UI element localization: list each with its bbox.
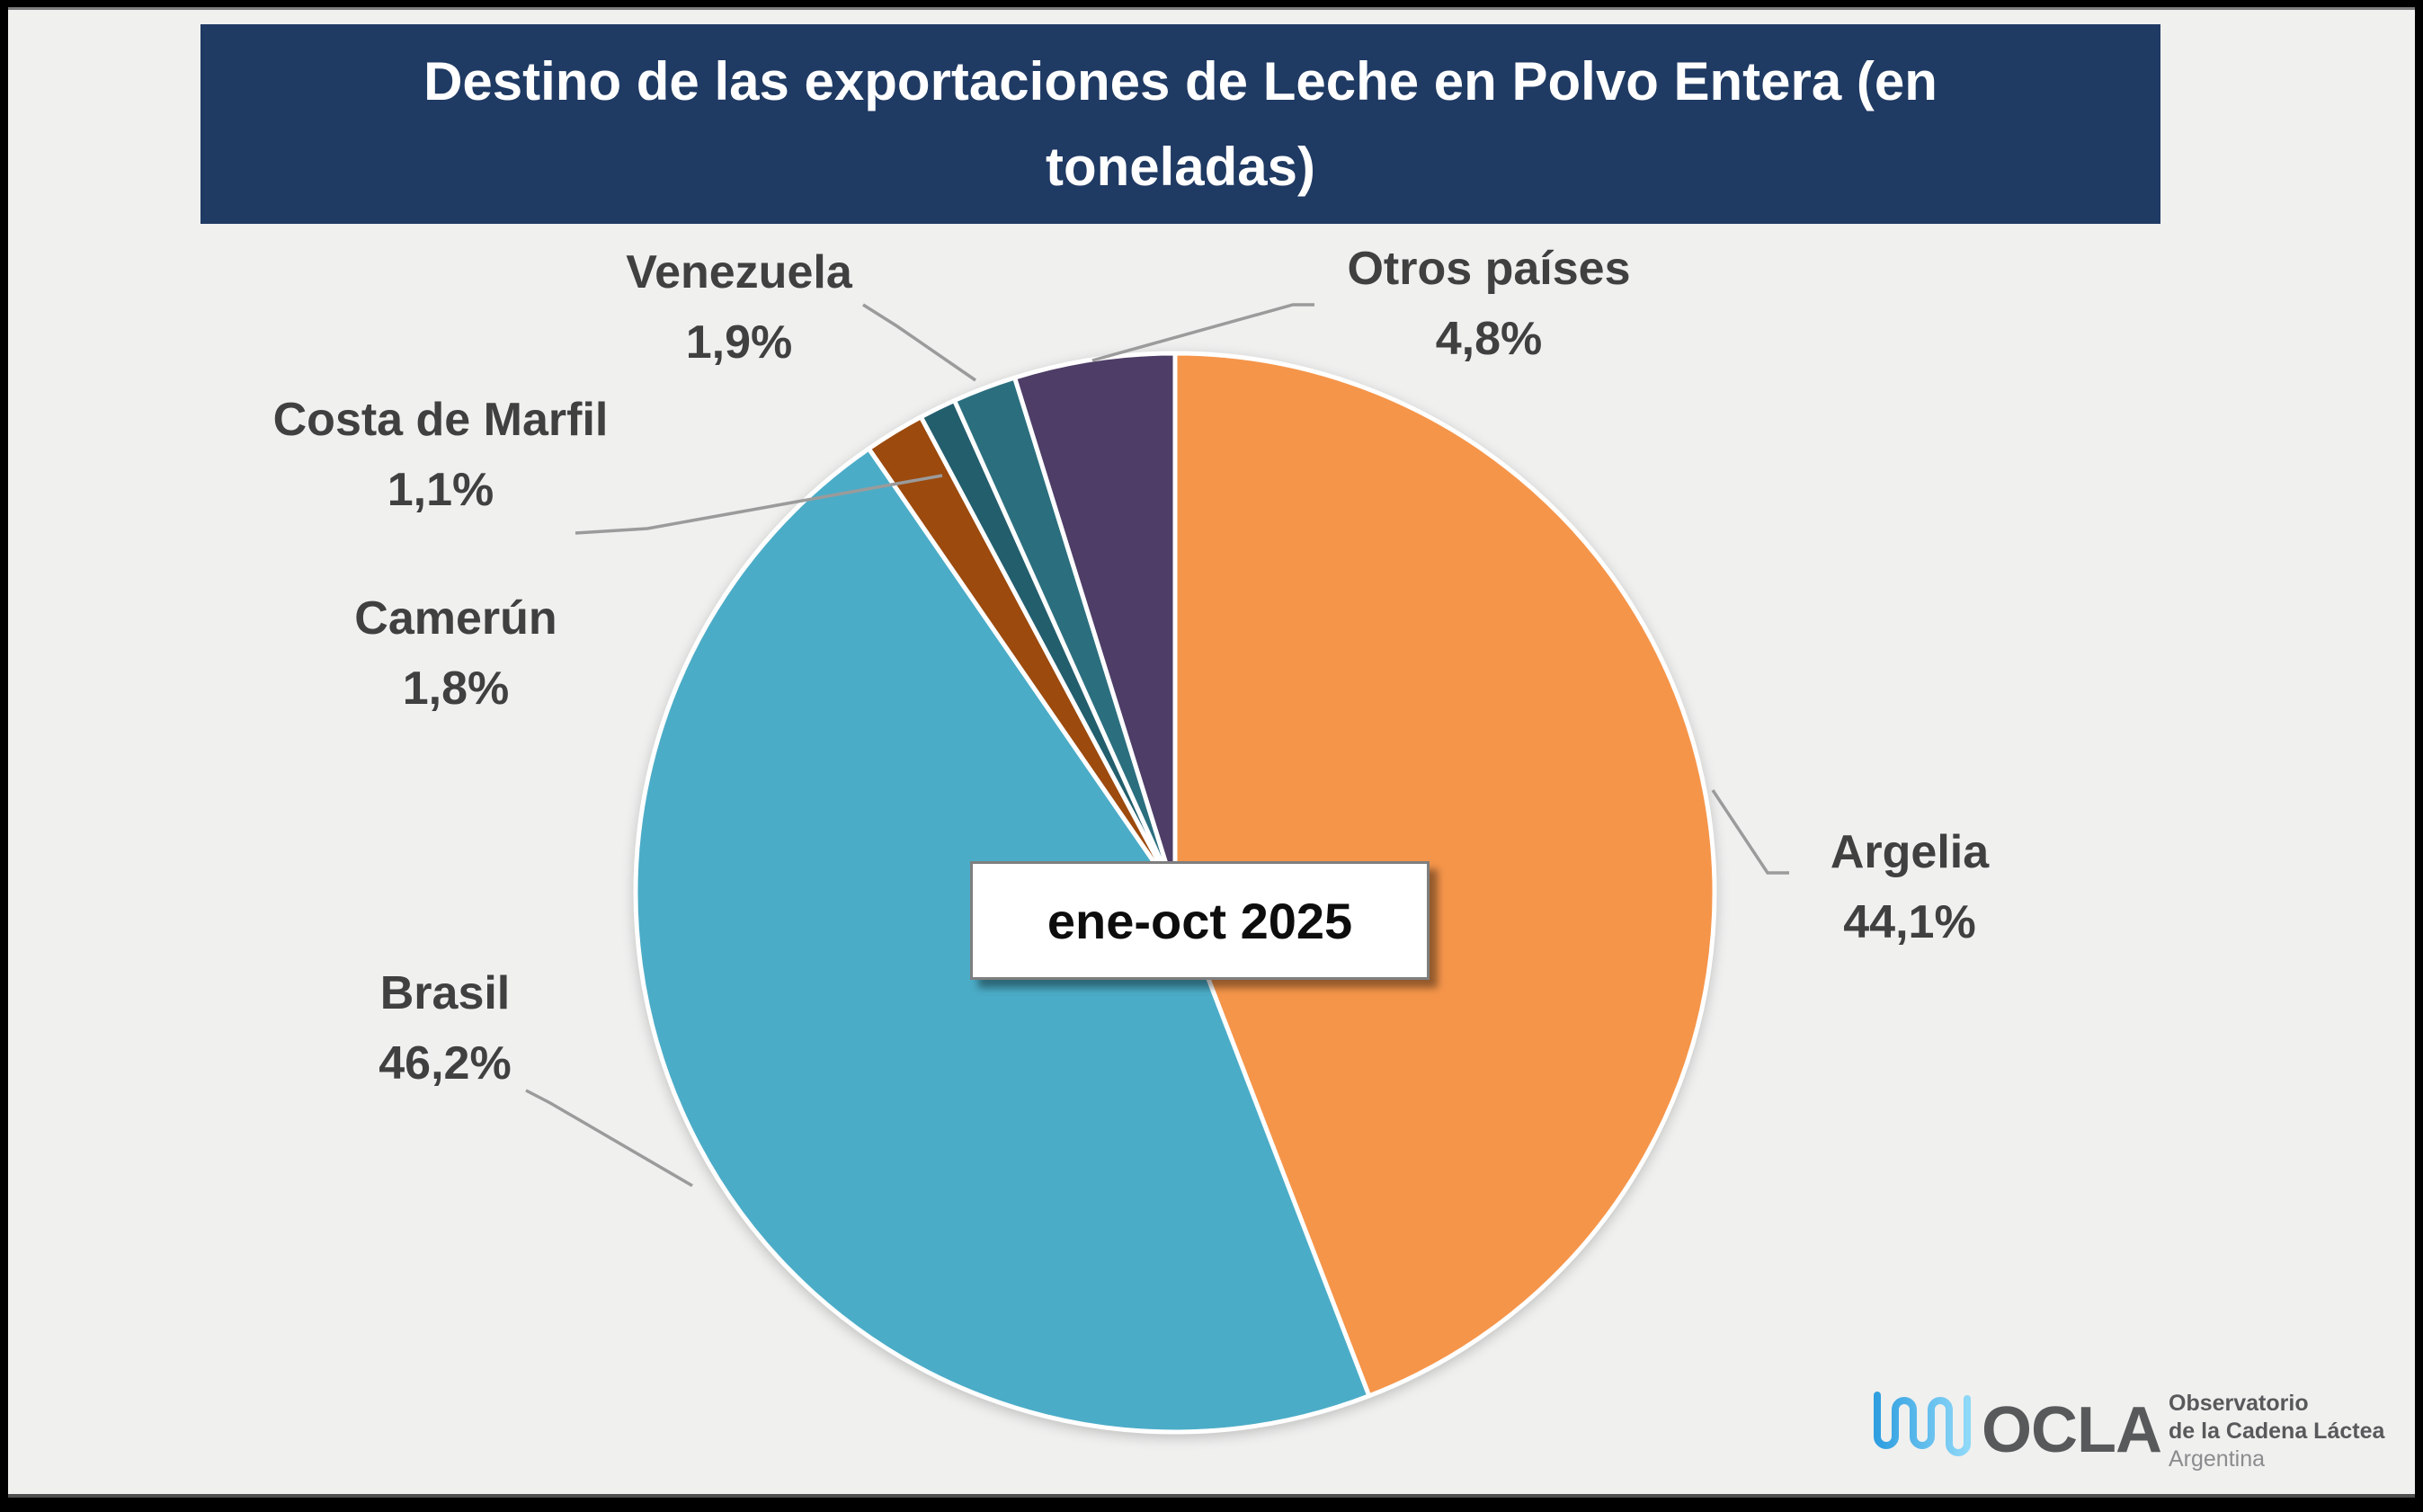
period-annotation-text: ene-oct 2025 (1047, 892, 1353, 949)
period-annotation-box: ene-oct 2025 (970, 861, 1430, 980)
pie-chart (525, 303, 1789, 1435)
leader-line-argelia (1711, 789, 1789, 875)
label-argelia: Argelia 44,1% (1685, 817, 2134, 957)
leader-line-brasil (525, 1089, 693, 1187)
ocla-desc-line3: Argentina (2169, 1446, 2266, 1472)
label-venezuela-pct: 1,9% (685, 316, 793, 369)
label-camerun: Camerún 1,8% (231, 583, 681, 724)
ocla-logo: OCLA Observatorio de la Cadena Láctea Ar… (1872, 1381, 2411, 1489)
label-brasil-name: Brasil (379, 967, 511, 1019)
leader-line-otros-paises (1091, 303, 1314, 362)
label-camerun-pct: 1,8% (402, 663, 510, 715)
label-costa-de-marfil: Costa de Marfil 1,1% (216, 385, 665, 525)
label-camerun-name: Camerún (354, 592, 557, 645)
ocla-acronym: OCLA (1982, 1394, 2162, 1466)
label-otros-paises-pct: 4,8% (1435, 313, 1543, 365)
leader-line-venezuela (862, 303, 976, 382)
label-otros-paises-name: Otros países (1347, 243, 1631, 295)
ocla-desc-line2: de la Cadena Láctea (2169, 1419, 2385, 1444)
label-costa-de-marfil-name: Costa de Marfil (272, 394, 609, 446)
label-otros-paises: Otros países 4,8% (1264, 234, 1714, 374)
label-argelia-pct: 44,1% (1843, 896, 1976, 948)
label-venezuela-name: Venezuela (626, 246, 852, 298)
label-brasil: Brasil 46,2% (220, 958, 670, 1098)
label-costa-de-marfil-pct: 1,1% (387, 464, 494, 516)
ocla-wave-icon (1874, 1392, 1971, 1456)
label-brasil-pct: 46,2% (379, 1037, 512, 1090)
title-banner: Destino de las exportaciones de Leche en… (200, 24, 2160, 224)
label-venezuela: Venezuela 1,9% (514, 237, 964, 378)
leader-line-costa-de-marfil (575, 474, 943, 535)
ocla-description: Observatorio de la Cadena Láctea Argenti… (2169, 1390, 2384, 1473)
chart-title: Destino de las exportaciones de Leche en… (423, 51, 1938, 197)
pie-slice-argelia (1172, 351, 1717, 1399)
label-argelia-name: Argelia (1830, 826, 1990, 878)
chart-canvas: Destino de las exportaciones de Leche en… (8, 7, 2415, 1498)
ocla-desc-line1: Observatorio (2169, 1391, 2309, 1416)
leader-lines-group (525, 303, 1789, 1187)
